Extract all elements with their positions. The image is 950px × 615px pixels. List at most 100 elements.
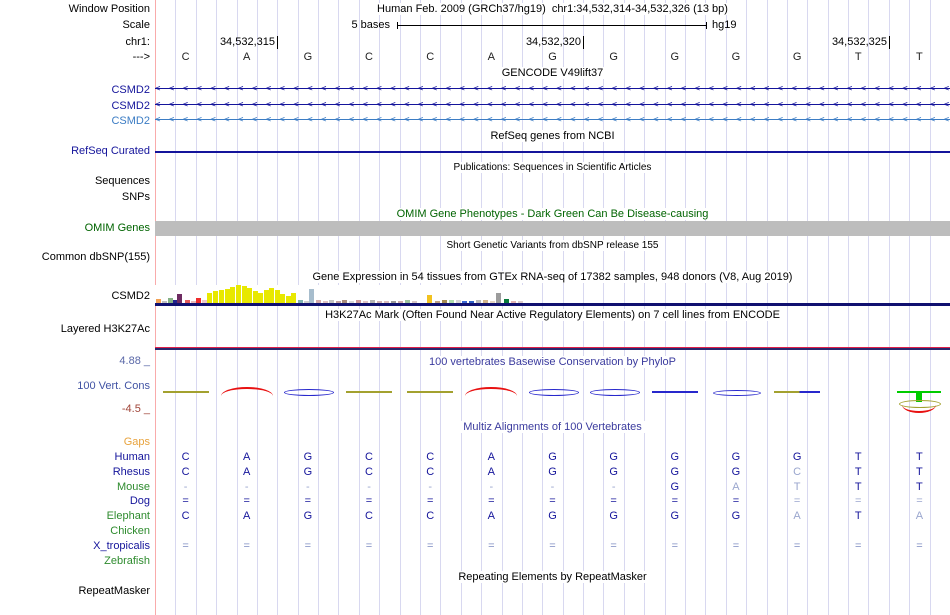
gene-exon-line[interactable]: < < < < < < < < < < < < < < < < < < < < …	[155, 115, 950, 125]
gtex-expression-bar[interactable]	[449, 300, 454, 303]
gtex-expression-bar[interactable]	[286, 296, 291, 303]
gencode-track-title: GENCODE V49lift37	[155, 67, 950, 80]
gtex-gene-label[interactable]: CSMD2	[111, 290, 150, 302]
alignment-base: =	[488, 540, 495, 552]
gtex-expression-bar[interactable]	[253, 291, 258, 303]
gene-label-csmd2[interactable]: CSMD2	[111, 115, 150, 127]
gtex-expression-bar[interactable]	[298, 300, 303, 303]
alignment-base: =	[610, 495, 617, 507]
grid-guideline	[338, 0, 340, 615]
gtex-expression-bar[interactable]	[363, 301, 368, 303]
gtex-expression-bar[interactable]	[427, 295, 432, 303]
gtex-expression-bar[interactable]	[309, 289, 314, 303]
gtex-expression-bar[interactable]	[469, 301, 474, 303]
alignment-base: G	[609, 451, 618, 463]
gtex-expression-bar[interactable]	[483, 300, 488, 303]
gtex-expression-bar[interactable]	[323, 301, 328, 303]
grid-guideline	[868, 0, 870, 615]
gtex-expression-bar[interactable]	[185, 300, 190, 303]
species-label-chicken[interactable]: Chicken	[110, 525, 150, 537]
layered-h3k27ac-label[interactable]: Layered H3K27Ac	[60, 323, 150, 335]
strand-direction-label[interactable]: --->	[132, 51, 150, 63]
grid-guideline	[297, 0, 299, 615]
gtex-expression-bar[interactable]	[511, 301, 516, 303]
gtex-expression-bar[interactable]	[462, 301, 467, 303]
species-label-gaps[interactable]: Gaps	[123, 436, 150, 448]
gene-label-csmd2[interactable]: CSMD2	[111, 100, 150, 112]
gtex-expression-bar[interactable]	[168, 298, 173, 303]
species-label-dog[interactable]: Dog	[129, 495, 150, 507]
ruler-position-label: 34,532,315	[219, 36, 275, 48]
grid-guideline	[256, 0, 258, 615]
gtex-expression-bar[interactable]	[202, 300, 207, 303]
alignment-base: =	[793, 495, 801, 507]
gtex-expression-bar[interactable]	[356, 300, 361, 303]
gtex-expression-bar[interactable]	[219, 290, 224, 303]
gtex-expression-bar[interactable]	[156, 299, 161, 303]
gtex-expression-bar[interactable]	[191, 301, 196, 303]
gtex-expression-bar[interactable]	[405, 300, 410, 303]
gtex-expression-bar[interactable]	[173, 300, 178, 303]
gtex-expression-bar[interactable]	[490, 301, 495, 303]
repeatmasker-label[interactable]: RepeatMasker	[78, 585, 150, 597]
gtex-expression-bar[interactable]	[518, 301, 523, 303]
species-label-rhesus[interactable]: Rhesus	[112, 466, 150, 478]
gtex-expression-bar[interactable]	[391, 301, 396, 303]
gtex-expression-bar[interactable]	[377, 301, 382, 303]
omim-gene-bar[interactable]	[155, 221, 950, 236]
common-dbsnp-label[interactable]: Common dbSNP(155)	[41, 251, 150, 263]
alignment-base: =	[182, 540, 189, 552]
gtex-expression-bar[interactable]	[349, 301, 354, 303]
phylop-track-label[interactable]: 100 Vert. Cons	[77, 380, 150, 392]
gtex-expression-bar[interactable]	[384, 301, 389, 303]
gtex-expression-bar[interactable]	[476, 300, 481, 303]
gtex-expression-bar[interactable]	[264, 290, 269, 303]
species-label-mouse[interactable]: Mouse	[116, 481, 150, 493]
alignment-base: =	[549, 495, 556, 507]
gtex-expression-bar[interactable]	[280, 294, 285, 303]
snps-label[interactable]: SNPs	[121, 191, 150, 203]
gtex-expression-bar[interactable]	[242, 286, 247, 303]
gtex-expression-bar[interactable]	[435, 301, 440, 303]
gtex-expression-bar[interactable]	[342, 300, 347, 303]
gtex-expression-bar[interactable]	[316, 300, 321, 303]
gtex-expression-bar[interactable]	[456, 300, 461, 303]
gtex-expression-bar[interactable]	[275, 290, 280, 303]
gtex-expression-bar[interactable]	[504, 299, 509, 303]
species-label-x_tropicalis[interactable]: X_tropicalis	[93, 540, 150, 552]
gtex-expression-bar[interactable]	[225, 289, 230, 303]
sequences-label[interactable]: Sequences	[94, 175, 150, 187]
gtex-expression-bar[interactable]	[329, 300, 334, 303]
gtex-expression-bar[interactable]	[336, 301, 341, 303]
gene-label-csmd2[interactable]: CSMD2	[111, 84, 150, 96]
refseq-curated-gene-line[interactable]	[155, 151, 950, 153]
grid-guideline	[501, 0, 503, 615]
gtex-expression-bar[interactable]	[412, 301, 417, 303]
grid-guideline	[460, 0, 462, 615]
ruler-tick	[277, 36, 278, 49]
gtex-expression-bar[interactable]	[196, 298, 201, 303]
gtex-expression-bar[interactable]	[213, 291, 218, 303]
omim-genes-label[interactable]: OMIM Genes	[84, 222, 150, 234]
gtex-expression-bar[interactable]	[291, 293, 296, 303]
gtex-expression-bar[interactable]	[269, 288, 274, 303]
gtex-expression-bar[interactable]	[442, 300, 447, 303]
species-label-human[interactable]: Human	[114, 451, 150, 463]
gtex-expression-bar[interactable]	[304, 301, 309, 303]
gene-exon-line[interactable]: < < < < < < < < < < < < < < < < < < < < …	[155, 100, 950, 110]
gtex-expression-bar[interactable]	[496, 293, 501, 303]
gtex-expression-bar[interactable]	[370, 300, 375, 303]
gtex-expression-bar[interactable]	[162, 301, 167, 303]
gtex-expression-bar[interactable]	[236, 285, 241, 303]
gtex-expression-bar[interactable]	[207, 293, 212, 303]
gtex-expression-bar[interactable]	[247, 288, 252, 303]
gtex-expression-bar[interactable]	[177, 294, 182, 303]
gtex-expression-bar[interactable]	[230, 287, 235, 303]
gtex-expression-chart[interactable]	[155, 285, 533, 303]
refseq-curated-label[interactable]: RefSeq Curated	[71, 145, 150, 157]
gtex-expression-bar[interactable]	[258, 293, 263, 303]
species-label-elephant[interactable]: Elephant	[106, 510, 150, 522]
gene-exon-line[interactable]: < < < < < < < < < < < < < < < < < < < < …	[155, 84, 950, 94]
species-label-zebrafish[interactable]: Zebrafish	[104, 555, 150, 567]
gtex-expression-bar[interactable]	[398, 301, 403, 303]
